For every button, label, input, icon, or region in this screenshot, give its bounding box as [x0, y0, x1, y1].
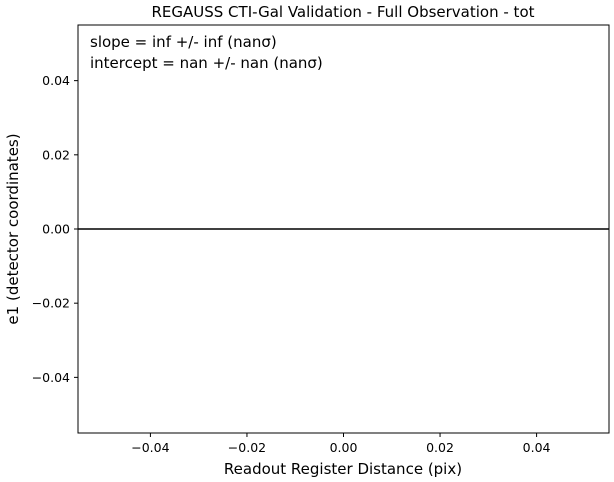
x-tick-label: 0.04: [523, 440, 551, 455]
y-tick-label: 0.04: [42, 73, 70, 88]
x-tick-label: −0.02: [228, 440, 266, 455]
plot-area: −0.04 −0.02 0.00 0.02 0.04 −0.04 −0.02 0.00 0.0…: [32, 24, 610, 455]
x-tick-label: −0.04: [131, 440, 169, 455]
annotation-slope: slope = inf +/- inf (nanσ): [90, 33, 277, 51]
annotation-intercept: intercept = nan +/- nan (nanσ): [90, 54, 323, 72]
annotations: slope = inf +/- inf (nanσ) intercept = n…: [90, 33, 323, 72]
x-ticks: −0.04 −0.02 0.00 0.02 0.04: [131, 433, 551, 455]
chart-title: REGAUSS CTI-Gal Validation - Full Observ…: [151, 3, 534, 21]
y-axis-label: e1 (detector coordinates): [4, 133, 22, 324]
y-tick-label: −0.04: [32, 370, 70, 385]
x-tick-label: 0.02: [426, 440, 454, 455]
y-tick-label: 0.00: [42, 222, 70, 237]
y-tick-label: −0.02: [32, 296, 70, 311]
y-tick-label: 0.02: [42, 147, 70, 162]
y-ticks: −0.04 −0.02 0.00 0.02 0.04: [32, 73, 78, 385]
x-axis-label: Readout Register Distance (pix): [224, 460, 462, 478]
x-tick-label: 0.00: [330, 440, 358, 455]
